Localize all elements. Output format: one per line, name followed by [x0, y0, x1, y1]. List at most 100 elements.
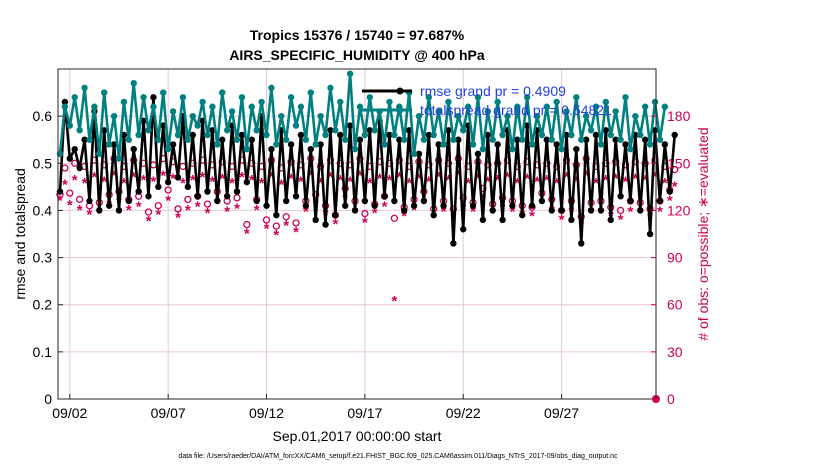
totalspread-point [223, 127, 231, 134]
obs-possible-marker [164, 186, 172, 194]
obs-evaluated-marker: * [436, 169, 442, 186]
totalspread-point [317, 112, 324, 120]
obs-evaluated-marker: * [293, 224, 299, 241]
obs-evaluated-marker: * [254, 202, 260, 219]
totalspread-point [499, 131, 506, 139]
totalspread-point [219, 89, 226, 96]
obs-evaluated-marker: * [150, 174, 156, 191]
legend-spread-marker [396, 106, 404, 114]
totalspread-point [243, 145, 251, 153]
x-tick-label: 09/02 [52, 405, 87, 421]
y-left-tick-label: 0.6 [33, 108, 53, 124]
rmse-point [641, 136, 649, 143]
rmse-point [110, 141, 118, 148]
obs-evaluated-marker: * [239, 169, 245, 186]
obs-evaluated-marker: * [455, 167, 461, 184]
obs-evaluated-marker: * [623, 174, 629, 191]
obs-evaluated-marker: * [382, 199, 388, 216]
obs-evaluated-marker: * [72, 172, 78, 189]
totalspread-point [164, 145, 172, 153]
totalspread-point [268, 84, 275, 92]
obs-evaluated-marker: * [446, 172, 452, 189]
rmse-point [268, 145, 275, 153]
obs-evaluated-marker: * [573, 174, 579, 191]
rmse-point [469, 202, 477, 209]
rmse-point [415, 150, 423, 158]
totalspread-point [381, 141, 388, 148]
rmse-point [582, 136, 590, 143]
rmse-point [381, 193, 388, 200]
rmse-point [76, 164, 83, 172]
rmse-point [243, 178, 251, 186]
totalspread-point [440, 141, 447, 148]
y-right-tick-label: 60 [667, 297, 683, 313]
obs-possible-marker [233, 194, 241, 202]
rmse-point [440, 202, 447, 209]
rmse-point [538, 197, 546, 205]
legend: rmse grand pr = 0.4909 totalspread grand… [362, 83, 612, 118]
rmse-point [602, 127, 610, 134]
totalspread-point [61, 103, 69, 110]
rmse-point [135, 188, 142, 195]
obs-evaluated-marker: * [308, 167, 314, 184]
obs-possible-marker [75, 195, 84, 204]
obs-evaluated-marker: * [200, 169, 206, 186]
rmse-point [450, 240, 457, 247]
y-right-tick-label: 30 [667, 344, 683, 360]
rmse-point [81, 136, 88, 143]
totalspread-point [361, 131, 369, 139]
obs-possible-marker [616, 206, 625, 215]
rmse-point [189, 131, 196, 139]
obs-evaluated-marker: * [465, 175, 471, 192]
totalspread-point [125, 136, 133, 143]
rmse-point [499, 216, 506, 224]
obs-possible-marker [282, 213, 290, 221]
totalspread-point [86, 136, 93, 143]
totalspread-point [464, 103, 472, 110]
rmse-point [587, 207, 595, 214]
obs-evaluated-marker: * [170, 170, 176, 187]
y-left-tick-label: 0.2 [33, 297, 53, 313]
totalspread-point [174, 131, 182, 139]
totalspread-point [337, 98, 344, 106]
rmse-point [238, 131, 246, 139]
rmse-point [391, 197, 398, 205]
totalspread-point [410, 150, 418, 158]
rmse-line [58, 96, 676, 245]
rmse-point [317, 141, 324, 148]
footnote-data-file: data file: /Users/raeder/DAI/ATM_forcXX/… [178, 453, 618, 460]
rmse-point [105, 202, 113, 209]
rmse-point [627, 197, 634, 205]
obs-evaluated-marker: * [141, 172, 147, 189]
rmse-point [233, 188, 241, 195]
totalspread-point [150, 103, 157, 110]
totalspread-point [661, 103, 669, 110]
rmse-point [637, 207, 644, 214]
obs-evaluated-marker: * [67, 197, 73, 214]
obs-evaluated-marker: * [303, 203, 309, 220]
obs-evaluated-marker: * [82, 175, 88, 192]
totalspread-point [366, 94, 373, 101]
obs-evaluated-marker: * [401, 208, 407, 225]
totalspread-point [578, 136, 585, 143]
totalspread-point [332, 127, 339, 134]
obs-evaluated-marker: * [332, 216, 338, 233]
rmse-point [273, 211, 280, 219]
obs-evaluated-marker: * [485, 174, 491, 191]
obs-evaluated-marker: * [155, 207, 161, 224]
obs-evaluated-marker: * [505, 169, 511, 186]
totalspread-point [248, 103, 255, 110]
rmse-point [396, 136, 403, 143]
rmse-point [651, 127, 659, 134]
obs-evaluated-marker: * [652, 169, 658, 186]
rmse-point [661, 141, 669, 148]
rmse-point [479, 216, 487, 224]
x-tick-label: 09/17 [347, 405, 382, 421]
rmse-point [263, 202, 270, 209]
totalspread-point [504, 112, 511, 120]
rmse-point [71, 145, 78, 153]
obs-evaluated-marker: * [372, 205, 378, 222]
